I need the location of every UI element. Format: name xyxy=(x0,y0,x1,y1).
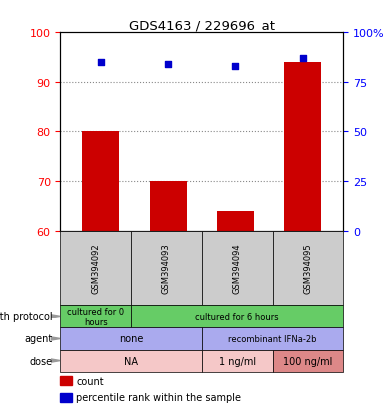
Text: none: none xyxy=(119,334,144,344)
Text: cultured for 6 hours: cultured for 6 hours xyxy=(195,312,279,321)
Bar xyxy=(217,211,254,231)
Polygon shape xyxy=(51,315,60,318)
Text: growth protocol: growth protocol xyxy=(0,312,53,322)
Point xyxy=(232,64,239,70)
Text: cultured for 0
hours: cultured for 0 hours xyxy=(67,307,124,326)
Text: GSM394095: GSM394095 xyxy=(303,243,312,294)
Text: GSM394094: GSM394094 xyxy=(233,243,242,294)
Text: recombinant IFNa-2b: recombinant IFNa-2b xyxy=(228,334,317,343)
Point xyxy=(98,59,104,66)
Text: GSM394092: GSM394092 xyxy=(91,243,100,294)
Text: dose: dose xyxy=(30,356,53,366)
Text: count: count xyxy=(76,376,104,386)
Text: agent: agent xyxy=(25,334,53,344)
Text: 1 ng/ml: 1 ng/ml xyxy=(219,356,256,366)
Bar xyxy=(284,63,321,231)
Text: percentile rank within the sample: percentile rank within the sample xyxy=(76,392,241,402)
Bar xyxy=(150,182,187,231)
Text: GSM394093: GSM394093 xyxy=(162,243,171,294)
Point xyxy=(300,55,306,62)
Text: NA: NA xyxy=(124,356,138,366)
Polygon shape xyxy=(51,337,60,340)
Point xyxy=(165,62,171,68)
Polygon shape xyxy=(51,359,60,362)
Bar xyxy=(82,132,119,231)
Title: GDS4163 / 229696_at: GDS4163 / 229696_at xyxy=(129,19,275,32)
Text: 100 ng/ml: 100 ng/ml xyxy=(283,356,333,366)
